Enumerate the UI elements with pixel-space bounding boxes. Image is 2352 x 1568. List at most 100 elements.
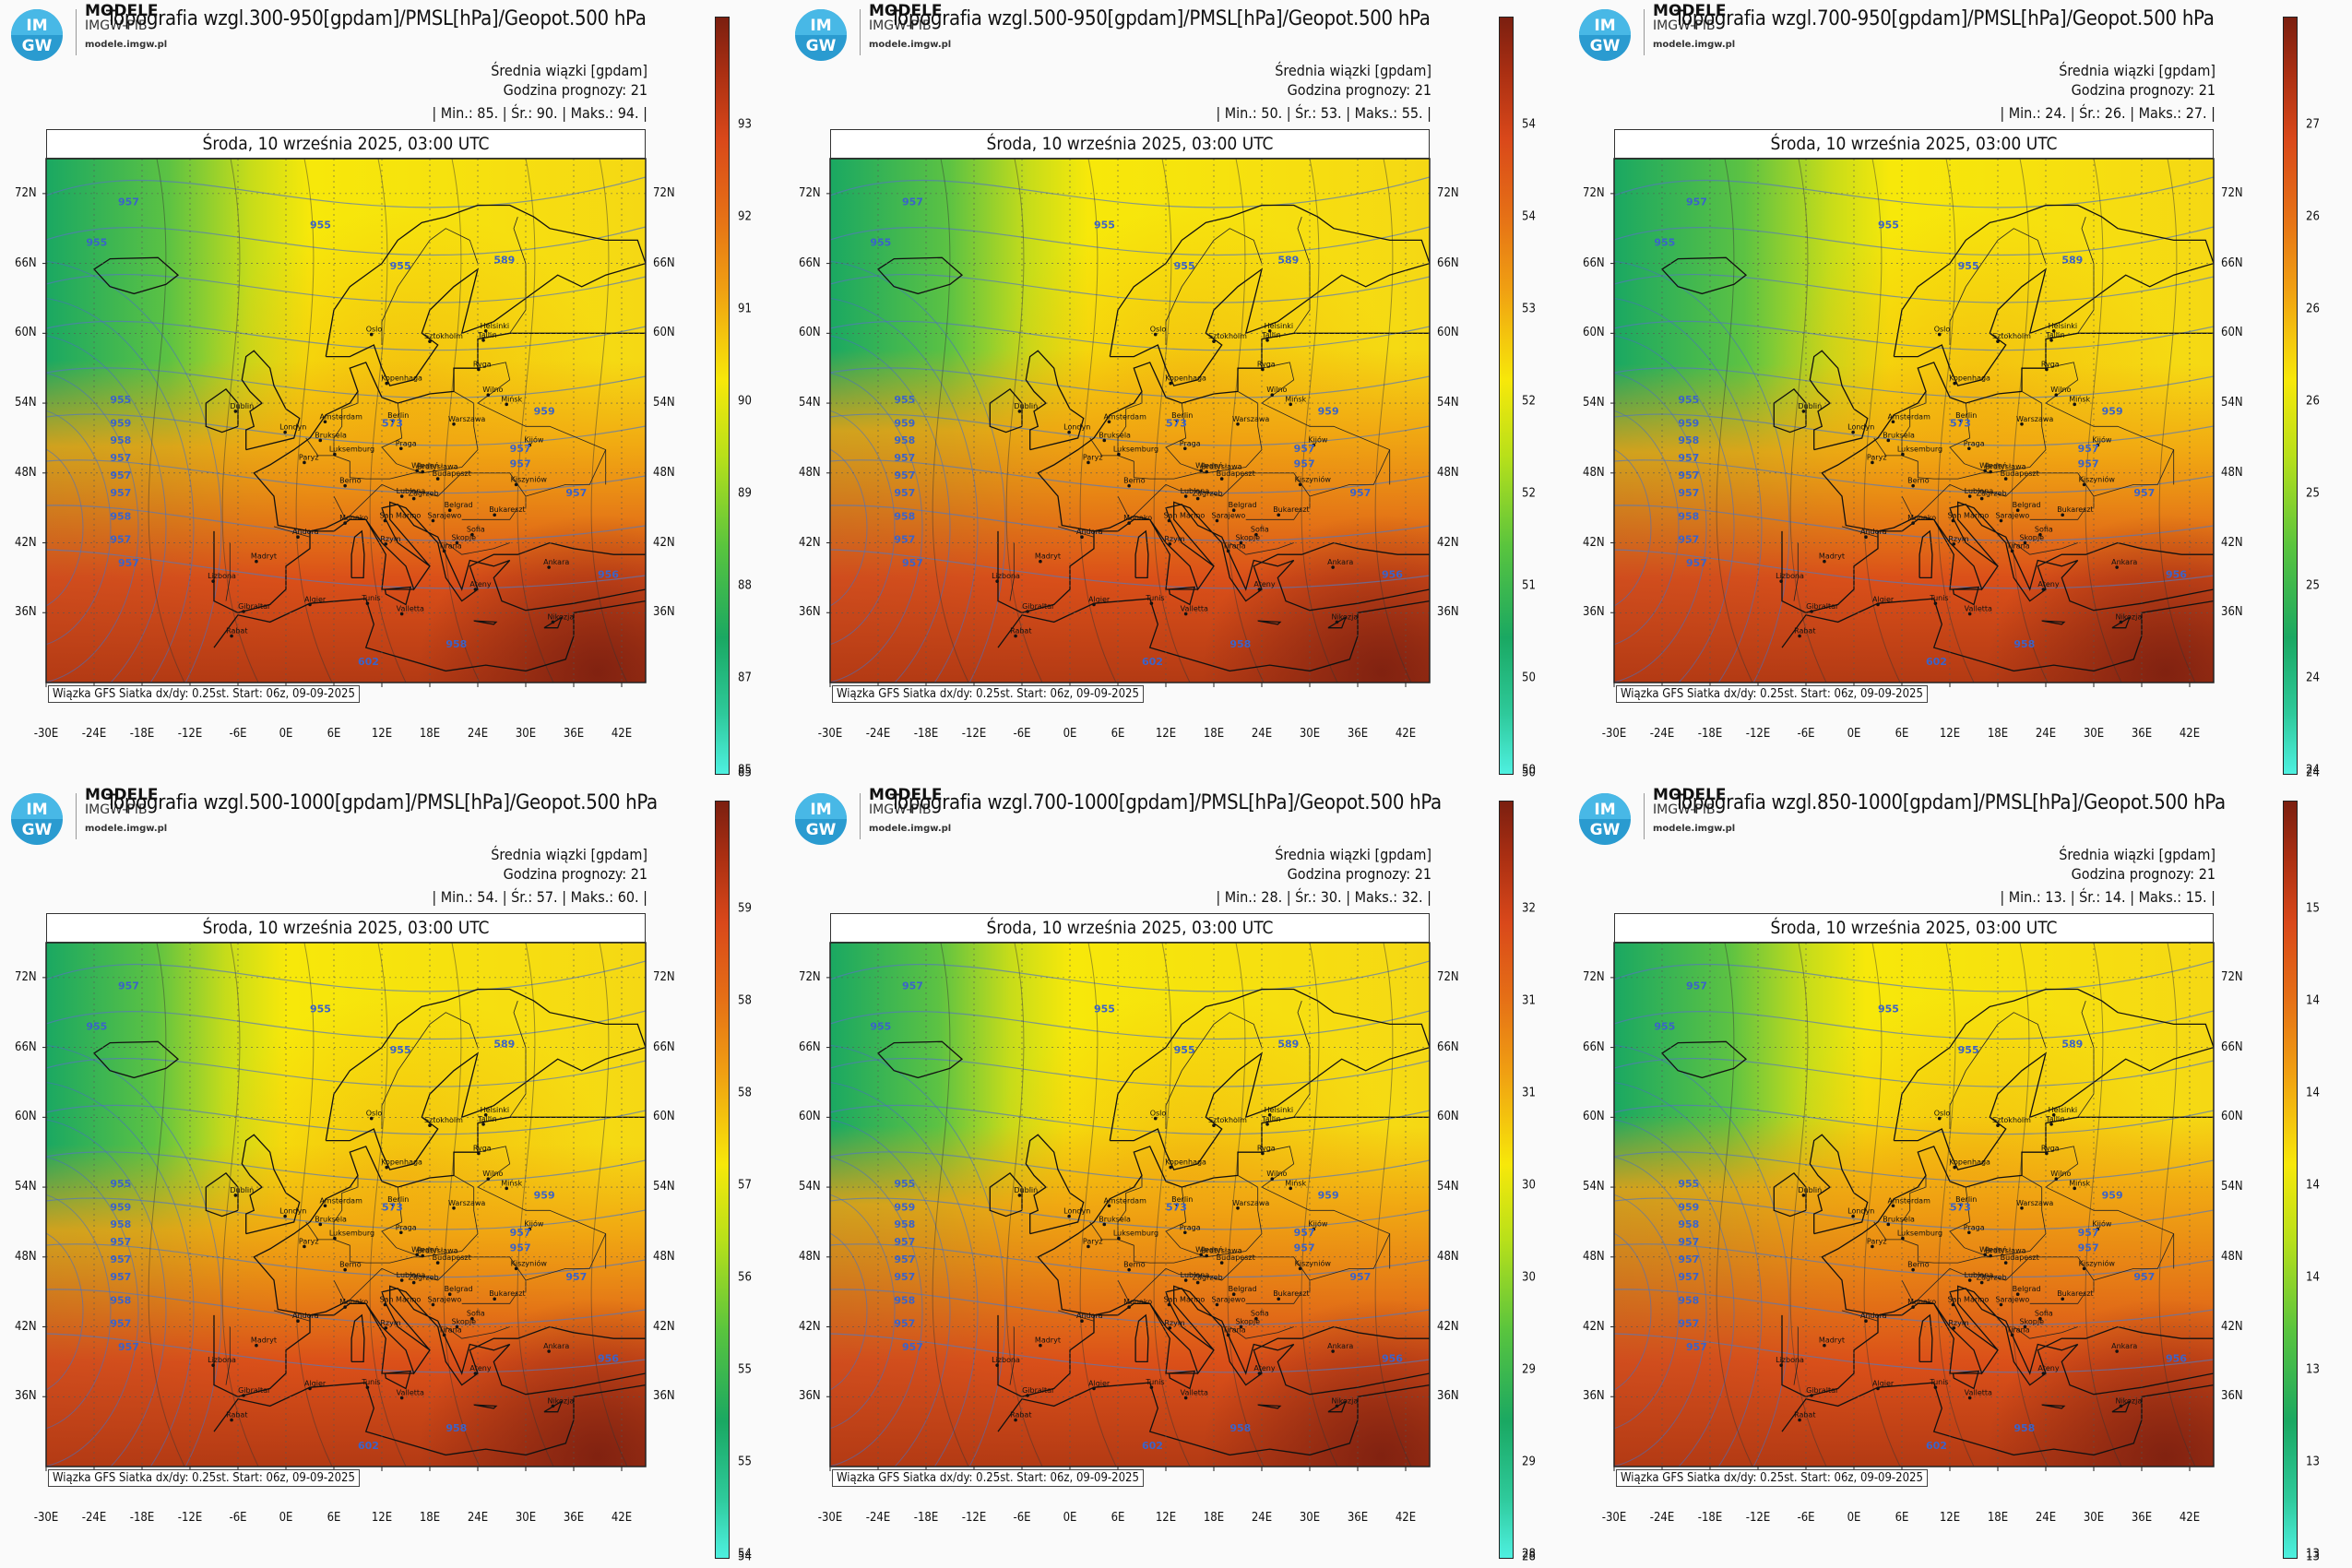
city-dot	[1102, 438, 1107, 443]
city-dot	[1951, 518, 1955, 523]
city-label: Algier	[1872, 595, 1895, 603]
city-dot	[1168, 541, 1172, 546]
city-label: Skopje	[2019, 534, 2044, 542]
city-label: Dublin	[1798, 1186, 1822, 1194]
pressure-contour	[830, 1044, 1006, 1467]
city-label: Kiszyniów	[2079, 474, 2116, 483]
city-label: Kijów	[2092, 435, 2112, 445]
coastline	[93, 256, 180, 295]
contour-value-label: 957	[894, 469, 915, 481]
lat-label-left: 66N	[1583, 1039, 1605, 1054]
city-label: Rzym	[380, 1319, 400, 1327]
lon-label: 6E	[327, 727, 341, 741]
pressure-contour	[1614, 335, 1735, 683]
contour-value-label: 957	[510, 457, 531, 469]
lat-label-left: 48N	[15, 1249, 37, 1264]
city-dot	[1911, 1305, 1915, 1309]
forecast-panel-4: Oslo Sztokholm Helsinki Tallin Ryga Wilno Mińs…	[0, 784, 784, 1568]
map-footer: Wiązka GFS Siatka dx/dy: 0.25st. Start: …	[1616, 685, 1928, 703]
lat-label-right: 36N	[1437, 605, 1459, 620]
logo-text-bottom: GW	[1590, 37, 1621, 55]
city-dot	[2041, 588, 2046, 591]
isobar-line	[1614, 413, 2214, 446]
city-label: Madryt	[1819, 552, 1845, 561]
contour-value-label: 957	[902, 1341, 923, 1353]
geopotential-contour	[1937, 943, 1975, 1467]
geopotential-contour	[148, 943, 185, 1467]
brand-url[interactable]: modele.imgw.pl	[1653, 40, 1736, 50]
contour-value-label: 957	[118, 980, 139, 992]
city-dot	[1289, 1186, 1292, 1191]
city-label: San Marino	[1947, 512, 1989, 520]
country-border	[477, 362, 607, 485]
lon-label: 30E	[2083, 1511, 2105, 1525]
lon-label: 24E	[2035, 1511, 2057, 1525]
city-label: Wiedeń	[411, 1245, 439, 1253]
city-dot	[1267, 329, 1272, 333]
coastline	[213, 332, 646, 613]
lon-label: 24E	[467, 1511, 489, 1525]
country-border	[1089, 1175, 1143, 1241]
pressure-contour	[46, 372, 139, 683]
colorbar	[2283, 17, 2298, 775]
city-label: Wiedeń	[411, 461, 439, 469]
contour-value-label: 957	[1294, 443, 1315, 455]
lon-label: 30E	[515, 727, 537, 741]
lat-label-left: 42N	[1583, 1319, 1605, 1334]
brand-name: MODELE	[1653, 786, 1727, 804]
contour-value-label: 602	[358, 1440, 379, 1452]
city-dot	[1871, 460, 1874, 465]
city-dot	[477, 1151, 481, 1156]
lon-label: 0E	[1847, 727, 1861, 741]
lon-label: 42E	[611, 727, 633, 741]
city-label: Berno	[1907, 477, 1930, 485]
brand-url[interactable]: modele.imgw.pl	[869, 40, 952, 50]
city-label: San Marino	[379, 1296, 421, 1304]
colorbar-tick-label: 13	[2306, 1362, 2320, 1377]
city-label: Algier	[304, 1379, 327, 1387]
city-label: Sztokholm	[1208, 332, 1247, 340]
city-label: Kijów	[524, 1219, 544, 1229]
coastline	[997, 1116, 1430, 1397]
contour-value-label: 956	[1382, 568, 1403, 580]
city-label: Skopje	[2019, 1318, 2044, 1326]
logo-text-bottom: GW	[1590, 821, 1621, 839]
contour-value-label: 957	[902, 196, 923, 208]
logo-separator	[76, 9, 77, 55]
isobar-line	[830, 226, 1430, 256]
lat-label-right: 48N	[653, 1249, 675, 1264]
contour-value-label: 958	[445, 1422, 467, 1434]
city-label: Gibraltar	[238, 1386, 271, 1395]
brand-url[interactable]: modele.imgw.pl	[85, 824, 168, 834]
country-border	[1009, 1326, 1015, 1385]
city-label: Rzym	[1948, 1319, 1968, 1327]
city-dot	[505, 1186, 508, 1191]
city-dot	[2015, 1292, 2020, 1296]
city-dot	[365, 601, 370, 605]
city-label: Algier	[304, 595, 327, 603]
city-label: Andora	[292, 528, 319, 536]
lat-label-right: 72N	[2221, 969, 2243, 984]
city-label: Bratysława	[417, 1247, 457, 1255]
brand-url[interactable]: modele.imgw.pl	[1653, 824, 1736, 834]
city-dot	[283, 1214, 287, 1218]
brand-url[interactable]: modele.imgw.pl	[85, 40, 168, 50]
city-dot	[995, 1363, 999, 1367]
lon-label: -6E	[1797, 727, 1815, 741]
contour-value-label: 955	[870, 1021, 891, 1033]
city-dot	[1952, 541, 1956, 546]
city-dot	[333, 1236, 337, 1241]
brand-url[interactable]: modele.imgw.pl	[869, 824, 952, 834]
contour-value-label: 959	[534, 406, 555, 418]
country-border	[525, 449, 607, 497]
city-dot	[2115, 565, 2119, 569]
city-label: Warszawa	[448, 415, 485, 423]
coastline	[350, 1313, 365, 1363]
lat-label-right: 42N	[653, 1319, 675, 1334]
city-dot	[1175, 1203, 1179, 1206]
city-dot	[1026, 610, 1029, 613]
lon-label: 42E	[1395, 1511, 1417, 1525]
stats-line: | Min.: 13. | Śr.: 14. | Maks.: 15. |	[2000, 888, 2215, 906]
city-dot	[431, 1302, 435, 1307]
